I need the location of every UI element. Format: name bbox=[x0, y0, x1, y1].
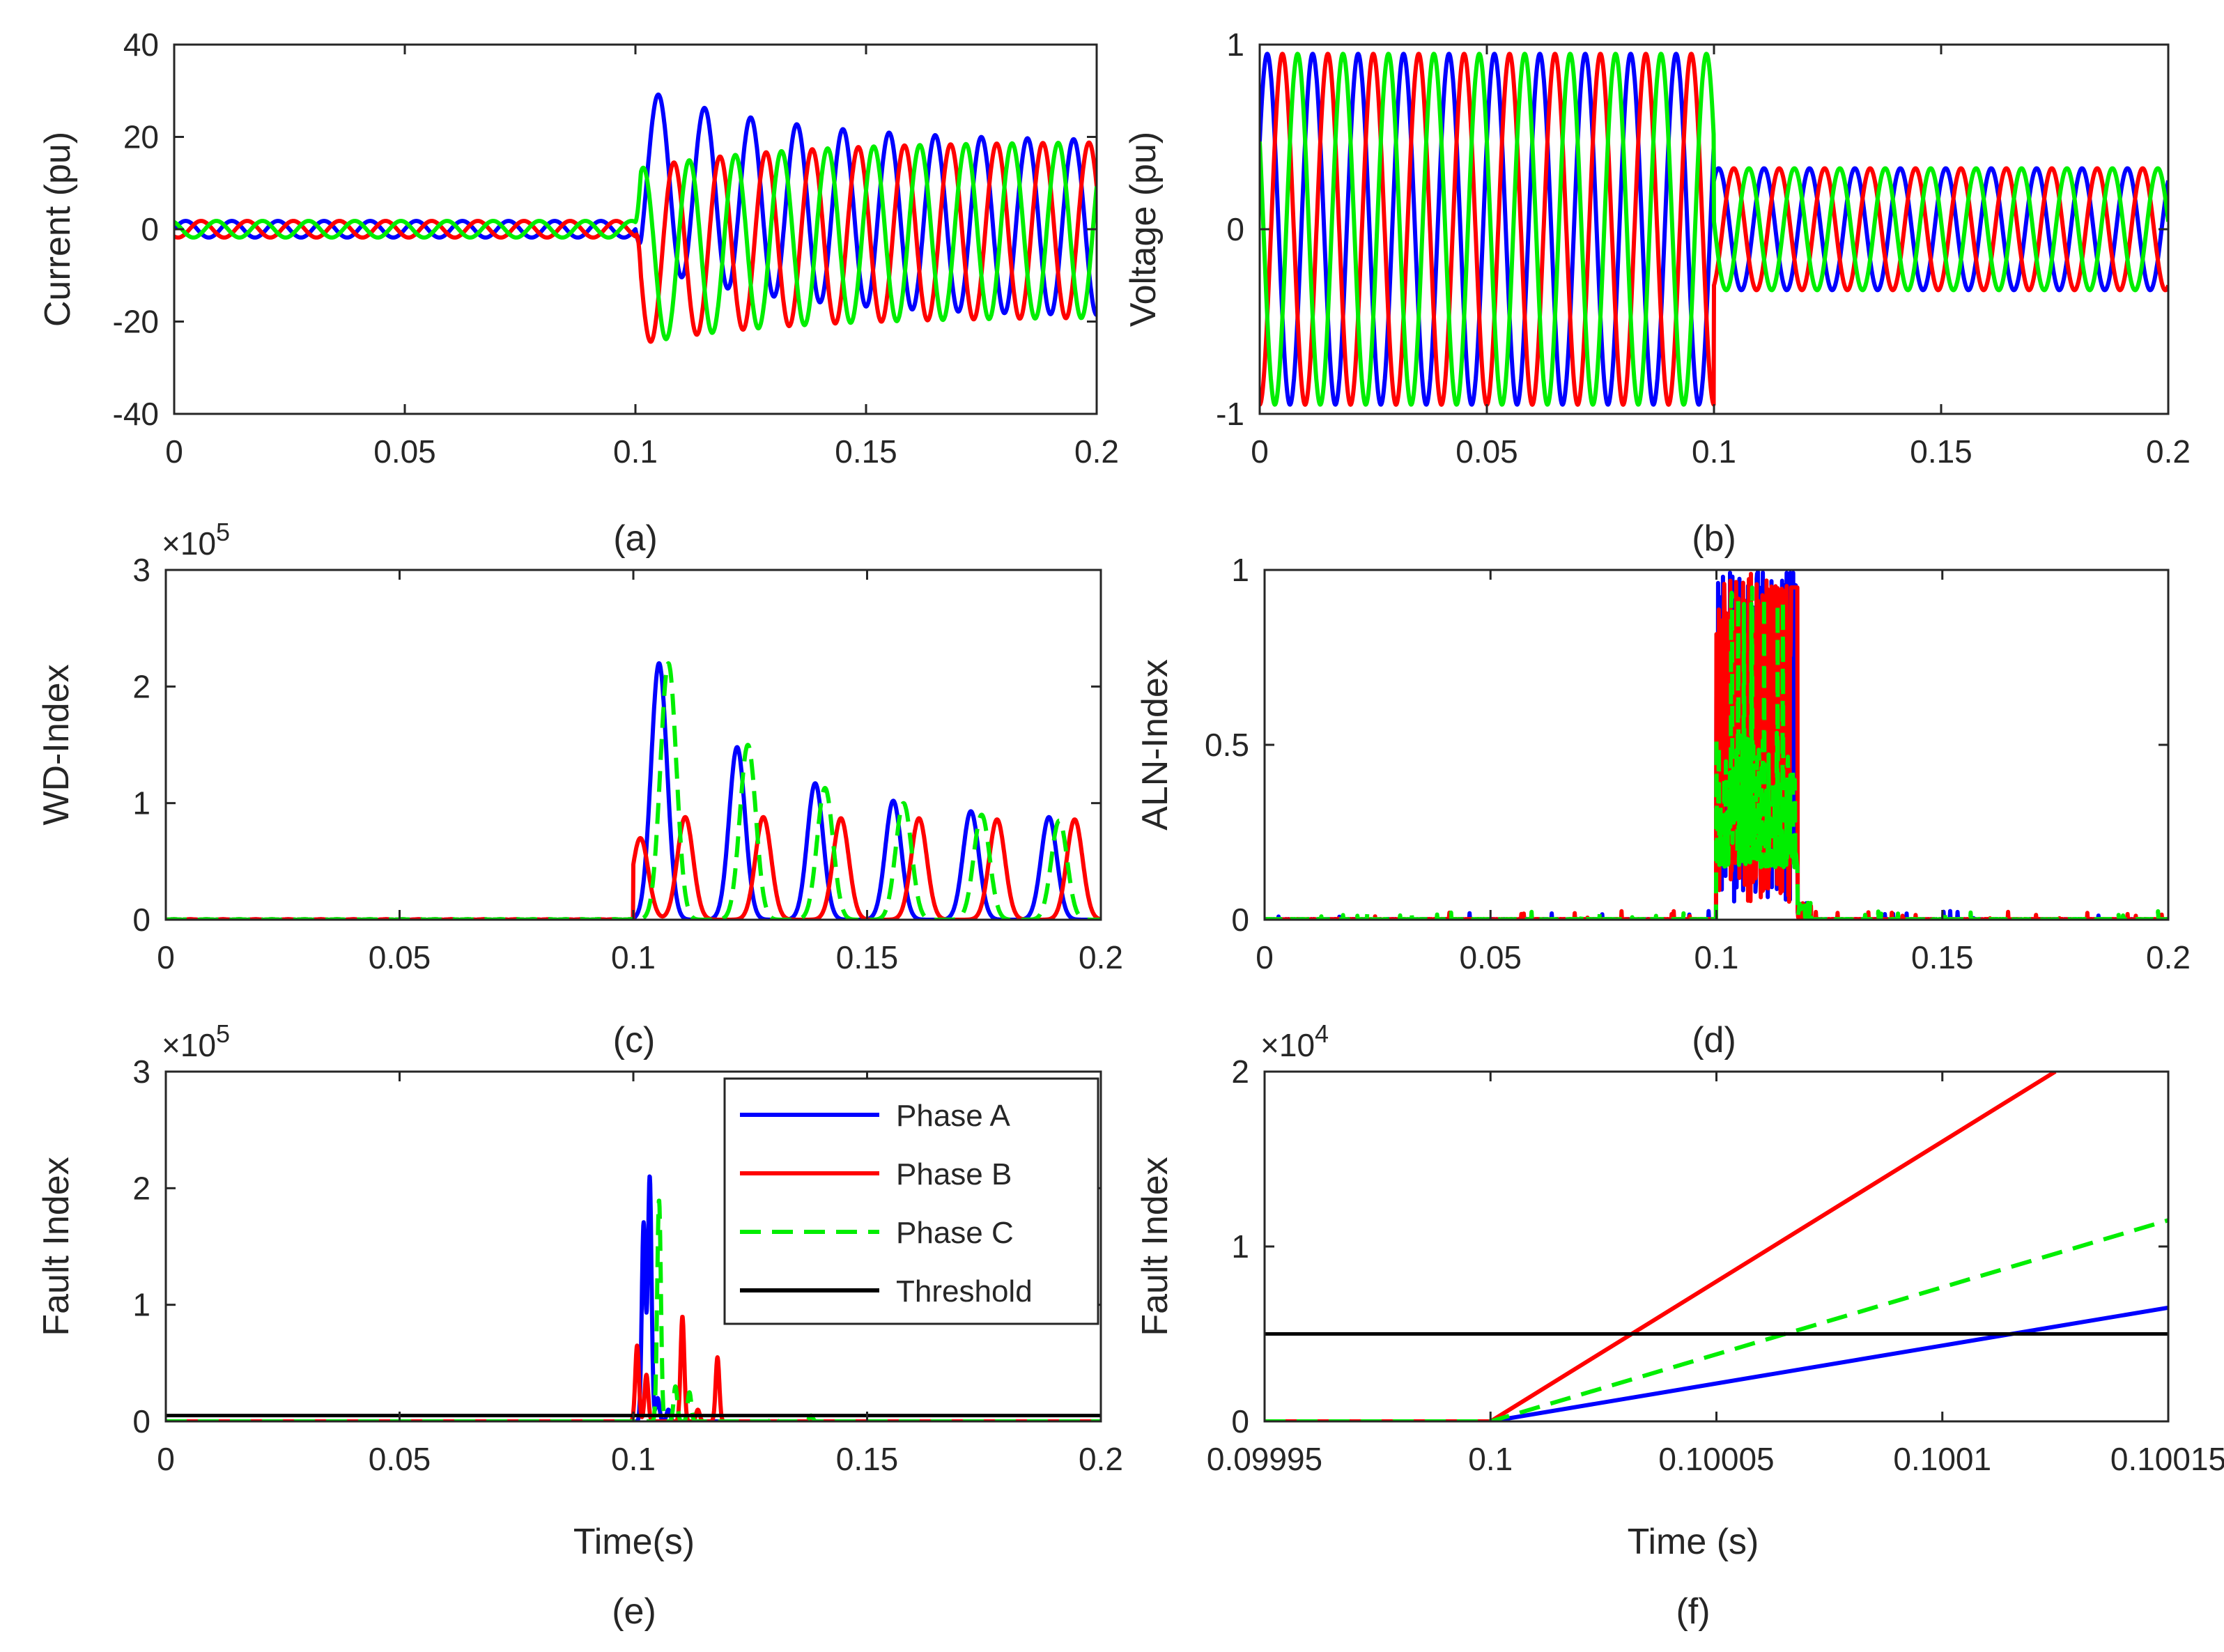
x-tick-label: 0.05 bbox=[369, 1441, 431, 1477]
y-tick-label: 0 bbox=[132, 902, 150, 938]
y-tick-label: 1 bbox=[1226, 26, 1244, 63]
x-tick-label: 0.10015 bbox=[2110, 1441, 2224, 1477]
y-tick-label: -40 bbox=[113, 396, 159, 432]
series-phase-b bbox=[1260, 52, 2168, 407]
exponent-power: 5 bbox=[216, 1019, 230, 1048]
x-tick-label: 0.05 bbox=[1459, 939, 1522, 975]
y-tick-label: 0.5 bbox=[1205, 727, 1249, 763]
y-tick-label: 0 bbox=[1231, 1403, 1249, 1439]
x-tick-label: 0.15 bbox=[836, 939, 899, 975]
y-tick-label: 1 bbox=[1231, 552, 1249, 588]
x-tick-label: 0 bbox=[157, 1441, 175, 1477]
y-tick-label: -20 bbox=[113, 304, 159, 340]
x-tick-label: 0.15 bbox=[1910, 433, 1972, 470]
y-tick-label: 2 bbox=[132, 668, 150, 704]
y-tick-label: 20 bbox=[123, 119, 159, 155]
x-tick-label: 0.10005 bbox=[1658, 1441, 1774, 1477]
panel-caption: (e) bbox=[612, 1591, 656, 1632]
exponent-base: ×10 bbox=[162, 1027, 216, 1063]
x-tick-label: 0.1 bbox=[1692, 433, 1736, 470]
panel-e: 0 0.05 0.1 0.15 0.2 0 1 2 3 ×105 Fault Index Time(s… bbox=[36, 1019, 1123, 1632]
exponent-power: 5 bbox=[216, 518, 230, 546]
panel-caption: (f) bbox=[1676, 1591, 1710, 1632]
y-tick-label: 40 bbox=[123, 26, 159, 63]
series-phase-b bbox=[1265, 1072, 2057, 1421]
x-axis-label: Time(s) bbox=[573, 1522, 695, 1562]
x-tick-label: 0.2 bbox=[1079, 1441, 1123, 1477]
plot-area-b bbox=[1260, 52, 2168, 407]
y-tick-label: 2 bbox=[132, 1170, 150, 1206]
axis-exponent: ×105 bbox=[162, 518, 230, 562]
y-tick-label: 0 bbox=[141, 211, 159, 247]
y-tick-label: 2 bbox=[1231, 1053, 1249, 1090]
x-tick-label: 0.2 bbox=[2146, 939, 2191, 975]
y-axis-label: Voltage (pu) bbox=[1123, 132, 1164, 327]
y-tick-label: 0 bbox=[1226, 211, 1244, 247]
x-tick-label: 0.09995 bbox=[1207, 1441, 1322, 1477]
panel-caption: (a) bbox=[613, 518, 658, 559]
axis-exponent: ×104 bbox=[1260, 1019, 1329, 1063]
y-tick-label: 1 bbox=[132, 1287, 150, 1323]
panel-f: 0.09995 0.1 0.10005 0.1001 0.10015 0 1 2 ×104 Fau… bbox=[1135, 1019, 2224, 1632]
y-axis-label: Fault Index bbox=[1135, 1157, 1175, 1336]
y-tick-label: 0 bbox=[1231, 902, 1249, 938]
exponent-base: ×10 bbox=[162, 525, 216, 562]
y-tick-label: 1 bbox=[1231, 1228, 1249, 1265]
x-tick-label: 0.1 bbox=[613, 433, 658, 470]
x-tick-label: 0.15 bbox=[1911, 939, 1974, 975]
x-tick-label: 0 bbox=[1256, 939, 1274, 975]
legend-label: Phase B bbox=[896, 1157, 1012, 1191]
x-tick-label: 0 bbox=[1251, 433, 1269, 470]
x-tick-label: 0.1 bbox=[611, 939, 656, 975]
axis-exponent: ×105 bbox=[162, 1019, 230, 1063]
legend-label: Phase A bbox=[896, 1099, 1011, 1133]
panel-caption: (b) bbox=[1692, 518, 1736, 559]
x-tick-label: 0.1 bbox=[611, 1441, 656, 1477]
x-tick-label: 0.15 bbox=[836, 1441, 899, 1477]
series-phase-a bbox=[1265, 1305, 2168, 1421]
x-tick-label: 0.15 bbox=[835, 433, 897, 470]
y-tick-label: 3 bbox=[132, 1053, 150, 1090]
legend-box bbox=[723, 1077, 1099, 1325]
x-tick-label: 0.05 bbox=[1455, 433, 1518, 470]
panel-d: 0 0.05 0.1 0.15 0.2 0 0.5 1 ALN-Index (d) bbox=[1135, 552, 2191, 1060]
y-axis-label: Current (pu) bbox=[38, 132, 78, 327]
y-tick-label: -1 bbox=[1216, 396, 1244, 432]
y-axis-label: Fault Index bbox=[36, 1157, 77, 1336]
x-tick-label: 0.1 bbox=[1694, 939, 1739, 975]
series-phase-b bbox=[174, 140, 1097, 344]
x-tick-label: 0.1001 bbox=[1893, 1441, 1991, 1477]
exponent-base: ×10 bbox=[1260, 1027, 1315, 1063]
x-tick-label: 0.2 bbox=[1074, 433, 1119, 470]
plot-area-a bbox=[174, 92, 1097, 344]
legend: Phase A Phase B Phase C Threshold bbox=[723, 1077, 1099, 1325]
y-axis-label: WD-Index bbox=[36, 664, 77, 825]
x-tick-label: 0.05 bbox=[369, 939, 431, 975]
y-tick-label: 3 bbox=[132, 552, 150, 588]
x-axis-label: Time (s) bbox=[1628, 1522, 1759, 1562]
y-tick-label: 1 bbox=[132, 785, 150, 821]
x-tick-label: 0.2 bbox=[2146, 433, 2191, 470]
series-phase-c bbox=[174, 141, 1097, 341]
plot-area-f bbox=[1265, 1072, 2168, 1421]
x-tick-label: 0.2 bbox=[1079, 939, 1123, 975]
x-tick-label: 0.1 bbox=[1468, 1441, 1513, 1477]
y-axis-label: ALN-Index bbox=[1135, 659, 1175, 831]
panel-a: 0 0.05 0.1 0.15 0.2 -40 -20 0 20 40 Current (pu) (a… bbox=[38, 26, 1119, 559]
legend-label: Phase C bbox=[896, 1216, 1014, 1250]
exponent-power: 4 bbox=[1315, 1019, 1329, 1048]
x-tick-label: 0.05 bbox=[373, 433, 436, 470]
panel-caption: (d) bbox=[1692, 1020, 1736, 1060]
y-tick-label: 0 bbox=[132, 1403, 150, 1439]
x-tick-label: 0 bbox=[165, 433, 183, 470]
panel-caption: (c) bbox=[613, 1020, 656, 1060]
legend-label: Threshold bbox=[896, 1274, 1033, 1309]
x-tick-label: 0 bbox=[157, 939, 175, 975]
series-phase-c bbox=[1260, 52, 2168, 407]
